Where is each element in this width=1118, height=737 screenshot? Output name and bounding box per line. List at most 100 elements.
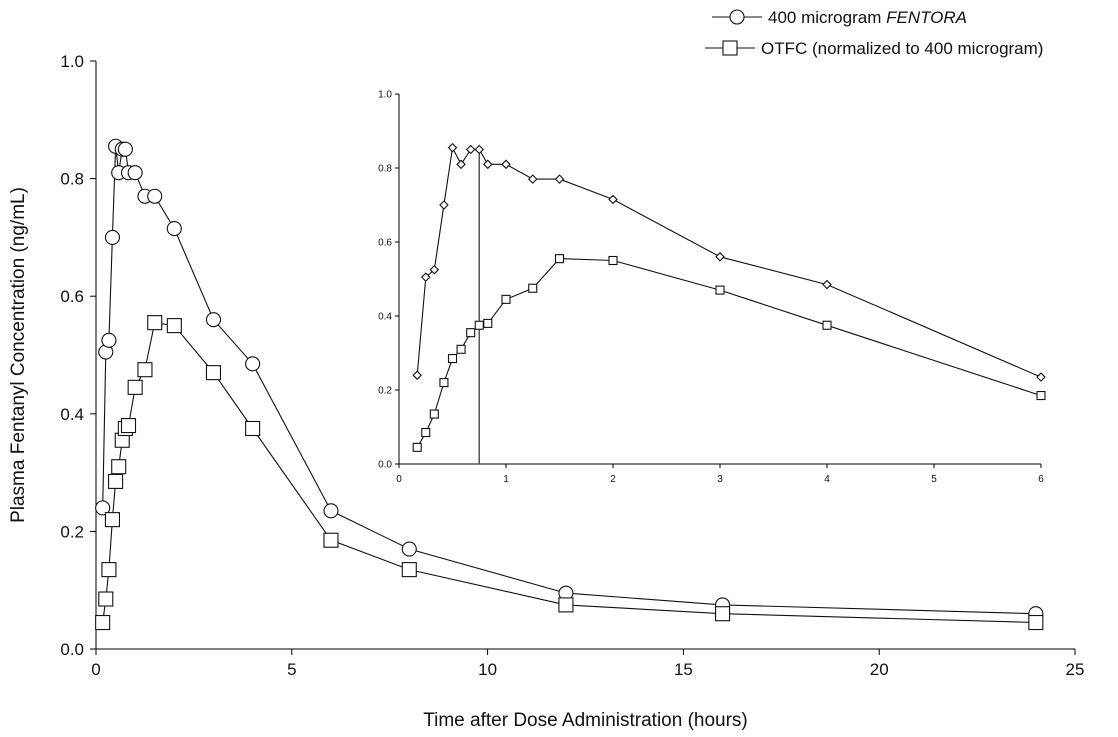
main-y-tick-label: 1.0 — [60, 52, 84, 71]
inset-y-tick-label: 0.4 — [378, 312, 392, 323]
inset-point-fentora — [608, 194, 618, 205]
legend-label-text: 400 microgram — [768, 8, 886, 27]
main-point-otfc — [323, 532, 339, 548]
main-series-line-otfc — [102, 322, 1036, 624]
main-point-fentora — [104, 229, 120, 245]
inset-x-tick-label: 3 — [717, 474, 723, 485]
main-point-otfc — [127, 379, 143, 395]
main-point-otfc — [245, 420, 261, 437]
inset-point-fentora — [501, 159, 511, 170]
main-series-line-fentora — [102, 146, 1036, 615]
inset-point-fentora — [527, 174, 538, 184]
inset-x-tick-label: 1 — [503, 474, 509, 485]
main-y-tick-label: 0.4 — [60, 405, 84, 424]
main-point-fentora — [323, 503, 339, 519]
main-x-tick-label: 5 — [287, 660, 296, 679]
main-point-otfc — [104, 512, 120, 528]
inset-point-otfc — [466, 328, 476, 338]
inset-point-fentora — [447, 142, 458, 153]
inset-x-tick-label: 5 — [931, 474, 937, 485]
inset-y-tick-label: 0.6 — [378, 238, 392, 249]
inset-point-otfc — [608, 255, 618, 266]
main-point-fentora — [166, 221, 182, 237]
inset-y-tick-label: 0.2 — [378, 386, 392, 397]
main-point-otfc — [1028, 614, 1044, 631]
inset-point-otfc — [483, 318, 493, 328]
main-point-otfc — [111, 459, 127, 475]
inset-point-fentora — [474, 144, 485, 155]
inset-point-otfc — [554, 254, 565, 264]
inset-point-otfc — [501, 294, 511, 304]
inset-point-otfc — [822, 320, 832, 330]
main-point-fentora — [205, 312, 222, 328]
inset-point-fentora — [456, 159, 466, 170]
legend: 400 microgram FENTORA OTFC (normalized to… — [705, 8, 1043, 58]
main-point-otfc — [98, 591, 114, 607]
main-point-otfc — [558, 597, 574, 613]
main-point-otfc — [120, 418, 137, 434]
inset-point-fentora — [822, 279, 832, 290]
inset-point-fentora — [465, 144, 476, 155]
legend-label-text: OTFC (normalized to 400 microgram) — [761, 39, 1043, 58]
main-point-otfc — [95, 614, 111, 631]
inset-point-fentora — [439, 200, 449, 210]
inset-point-fentora — [420, 272, 431, 282]
main-x-axis-title: Time after Dose Administration (hours) — [423, 710, 748, 731]
main-point-otfc — [147, 315, 163, 331]
main-point-otfc — [101, 562, 117, 578]
inset-point-otfc — [421, 427, 431, 438]
main-point-fentora — [245, 356, 261, 372]
main-y-axis-title: Plasma Fentanyl Concentration (ng/mL) — [8, 187, 29, 523]
inset-point-otfc — [1036, 390, 1046, 401]
inset-point-otfc — [447, 353, 458, 364]
main-point-fentora — [101, 332, 117, 348]
inset-point-fentora — [1036, 372, 1046, 382]
inset-y-tick-label: 1.0 — [378, 90, 392, 101]
legend-label-emphasis: FENTORA — [886, 8, 967, 27]
inset-point-fentora — [429, 264, 440, 275]
legend-marker-otfc — [722, 40, 738, 56]
main-point-otfc — [205, 365, 222, 381]
main-y-tick-label: 0.8 — [60, 170, 84, 189]
main-y-tick-label: 0.2 — [60, 522, 84, 541]
main-point-otfc — [715, 606, 731, 622]
inset-point-otfc — [429, 409, 439, 419]
inset-x-tick-label: 4 — [824, 474, 830, 485]
inset-point-fentora — [715, 252, 725, 262]
inset-point-otfc — [528, 283, 538, 293]
main-point-otfc — [137, 362, 153, 378]
main-x-tick-label: 10 — [478, 660, 497, 679]
inset-point-fentora — [554, 174, 565, 184]
inset-point-otfc — [474, 320, 484, 330]
inset-series-line-fentora — [416, 145, 1042, 378]
main-point-otfc — [401, 562, 417, 578]
main-x-tick-label: 25 — [1066, 660, 1085, 679]
main-x-tick-label: 0 — [91, 660, 100, 679]
main-x-tick-label: 15 — [674, 660, 693, 679]
inset-series-line-otfc — [416, 258, 1042, 448]
inset-x-tick-label: 2 — [610, 474, 616, 485]
main-y-tick-label: 0.0 — [60, 640, 84, 659]
inset-point-otfc — [412, 442, 422, 452]
main-point-fentora — [147, 188, 163, 204]
legend-label: OTFC (normalized to 400 microgram) — [761, 39, 1043, 58]
legend-marker-fentora — [729, 9, 745, 25]
main-point-otfc — [166, 318, 182, 334]
inset-y-tick-label: 0.0 — [378, 460, 392, 471]
main-x-tick-label: 20 — [870, 660, 889, 679]
main-y-tick-label: 0.6 — [60, 287, 84, 306]
main-point-fentora — [401, 541, 417, 557]
inset-point-otfc — [439, 378, 449, 388]
main-point-otfc — [108, 473, 124, 489]
main-point-fentora — [117, 141, 133, 157]
legend-label: 400 microgram FENTORA — [768, 8, 967, 27]
main-point-fentora — [95, 500, 111, 516]
inset-x-tick-label: 0 — [396, 474, 402, 485]
inset-point-fentora — [483, 159, 493, 170]
inset-point-fentora — [412, 370, 422, 380]
inset-x-tick-label: 6 — [1038, 474, 1044, 485]
inset-plot: 0 1 2 3 4 5 6 0.0 0.2 0.4 0.6 0.8 1.0 — [378, 90, 1046, 485]
inset-point-otfc — [456, 344, 466, 354]
